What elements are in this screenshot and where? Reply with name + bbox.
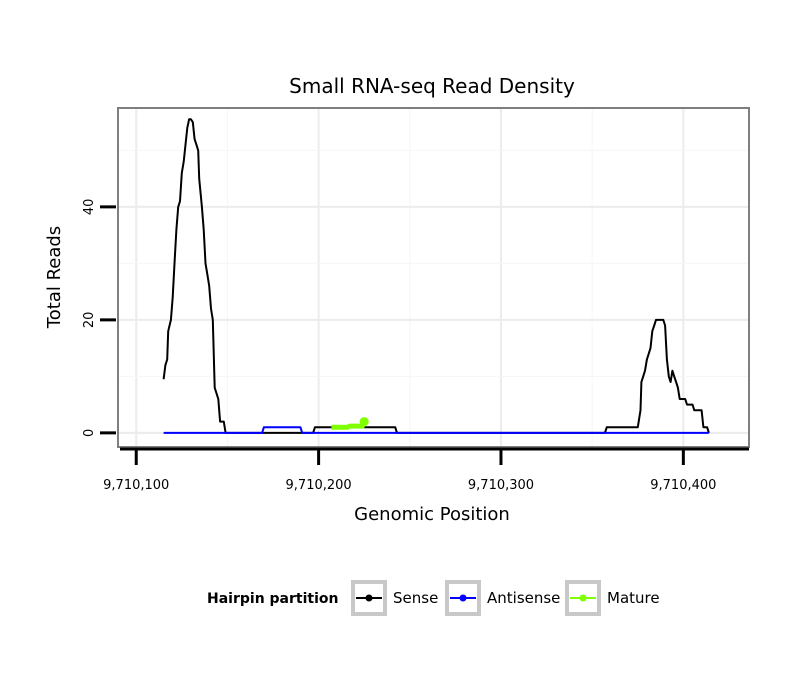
y-axis-label: Total Reads	[44, 226, 65, 329]
legend-item-antisense: Antisense	[445, 580, 560, 616]
legend-label: Mature	[607, 589, 660, 607]
plot-panel	[117, 107, 750, 448]
x-axis: 9,710,100 9,710,200 9,710,300 9,710,400	[103, 447, 749, 493]
mature-point	[359, 417, 369, 427]
y-axis: 0 20 40	[82, 199, 116, 437]
series-layer	[162, 118, 710, 434]
legend-key-point	[579, 594, 587, 602]
legend-item-mature: Mature	[565, 580, 660, 616]
x-tick-label: 9,710,400	[650, 478, 716, 493]
legend-keys: Sense Antisense Mature	[351, 580, 660, 616]
x-tick-label: 9,710,300	[468, 478, 534, 493]
legend-label: Antisense	[487, 589, 560, 607]
y-tick-label: 0	[82, 429, 97, 437]
y-tick-label: 20	[82, 312, 97, 329]
legend: Hairpin partition Sense Antisense Mature	[207, 580, 660, 616]
legend-label: Sense	[393, 589, 438, 607]
legend-title: Hairpin partition	[207, 591, 338, 607]
y-tick-label: 40	[82, 199, 97, 216]
chart-title: Small RNA-seq Read Density	[289, 74, 575, 98]
legend-key-point	[459, 594, 467, 602]
series-line-antisense	[163, 426, 709, 434]
x-tick-label: 9,710,200	[286, 478, 352, 493]
legend-item-sense: Sense	[351, 580, 438, 616]
legend-key-point	[365, 594, 373, 602]
gridlines	[119, 109, 748, 446]
x-tick-label: 9,710,100	[103, 478, 169, 493]
x-axis-label: Genomic Position	[354, 504, 510, 525]
